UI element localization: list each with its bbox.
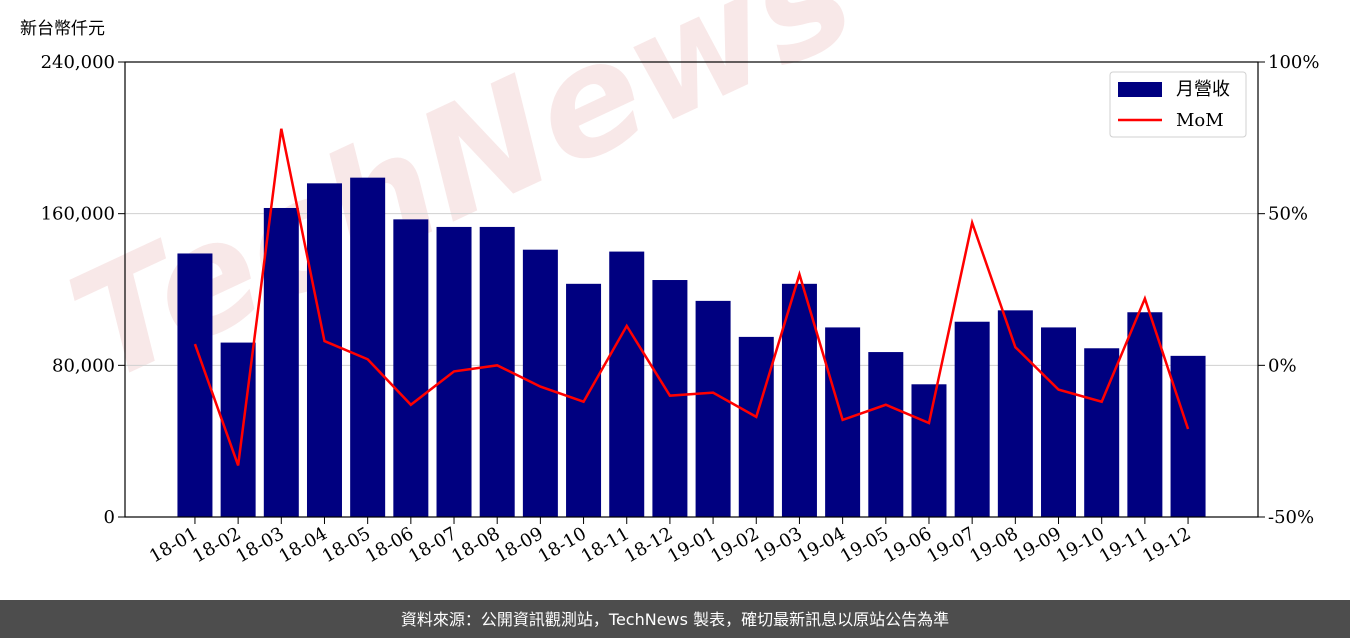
bar: [954, 321, 990, 517]
x-tick-label: 18-07: [405, 523, 460, 567]
bar: [738, 336, 774, 517]
x-tick-label: 19-08: [966, 523, 1021, 567]
legend-label: 月營收: [1176, 79, 1230, 100]
y-axis-label: 新台幣仟元: [20, 19, 105, 39]
legend-label: MoM: [1176, 110, 1224, 131]
y-tick-label: 80,000: [52, 355, 115, 376]
x-tick-label: 19-03: [751, 523, 806, 567]
bar: [177, 253, 213, 517]
x-tick-label: 19-07: [923, 523, 978, 567]
bar: [1127, 312, 1163, 517]
y-tick-label: 160,000: [41, 204, 115, 225]
bar: [609, 251, 645, 518]
y-tick-label: 0: [104, 507, 115, 528]
x-tick-label: 19-05: [837, 523, 892, 567]
x-tick-label: 19-09: [1010, 523, 1065, 567]
bar: [825, 327, 861, 517]
legend-swatch: [1118, 82, 1162, 97]
bar: [1041, 327, 1077, 517]
x-tick-label: 19-10: [1053, 523, 1108, 567]
bar: [306, 183, 342, 518]
x-tick-label: 18-09: [491, 523, 546, 567]
x-tick-label: 18-11: [578, 523, 633, 567]
x-tick-label: 18-06: [362, 523, 417, 567]
x-tick-label: 18-12: [621, 523, 676, 567]
x-tick-label: 18-10: [535, 523, 590, 567]
plot-frame: [124, 61, 1259, 518]
bar: [997, 310, 1033, 517]
bar: [263, 207, 299, 517]
y2-tick-label: 50%: [1268, 204, 1308, 225]
x-tick-label: 18-01: [146, 523, 201, 567]
x-tick-label: 18-03: [232, 523, 287, 567]
bar: [350, 177, 386, 518]
bar: [652, 280, 688, 517]
footer-bar: [0, 600, 1350, 638]
y2-tick-label: -50%: [1268, 507, 1314, 528]
bar: [522, 249, 558, 517]
y-tick-label: 240,000: [41, 52, 115, 73]
x-tick-label: 18-05: [319, 523, 374, 567]
x-tick-label: 18-04: [276, 523, 331, 567]
x-tick-label: 18-02: [189, 523, 244, 567]
x-tick-label: 19-11: [1096, 523, 1151, 567]
bar: [781, 283, 817, 517]
bar: [1170, 355, 1206, 517]
bar: [695, 300, 731, 517]
bar: [868, 352, 904, 517]
x-tick-label: 19-12: [1139, 523, 1194, 567]
bar: [911, 384, 947, 517]
y2-tick-label: 100%: [1268, 52, 1319, 73]
bar: [393, 219, 429, 517]
x-tick-label: 19-04: [794, 523, 849, 567]
x-tick-label: 19-01: [664, 523, 719, 567]
footer-text: 資料來源：公開資訊觀測站，TechNews 製表，確切最新訊息以原站公告為準: [401, 610, 949, 629]
y2-tick-label: 0%: [1268, 355, 1297, 376]
x-tick-label: 19-06: [880, 523, 935, 567]
line: [193, 128, 1190, 466]
x-tick-label: 19-02: [707, 523, 762, 567]
x-tick-label: 18-08: [448, 523, 503, 567]
